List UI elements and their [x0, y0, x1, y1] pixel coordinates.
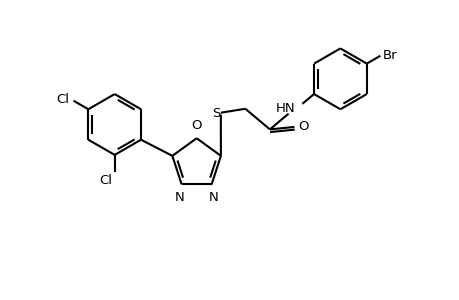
Text: N: N	[209, 191, 218, 204]
Text: S: S	[211, 107, 219, 120]
Text: N: N	[174, 191, 184, 204]
Text: Br: Br	[381, 49, 396, 62]
Text: O: O	[298, 120, 308, 134]
Text: Cl: Cl	[56, 93, 69, 106]
Text: HN: HN	[275, 102, 295, 115]
Text: O: O	[191, 119, 202, 132]
Text: Cl: Cl	[99, 174, 112, 187]
